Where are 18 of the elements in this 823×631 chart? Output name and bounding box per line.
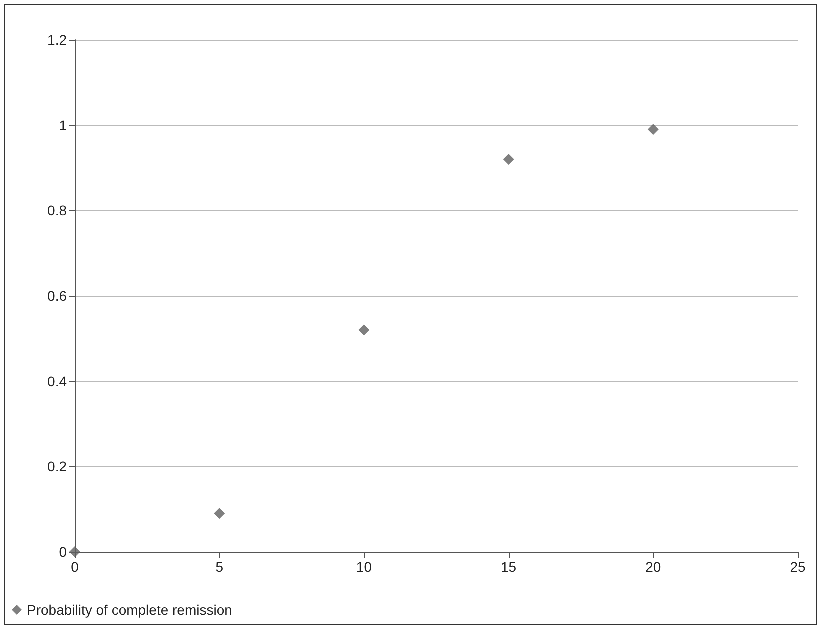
x-tick-label: 25: [790, 559, 806, 575]
y-tick-label: 1.2: [48, 32, 68, 48]
legend-label: Probability of complete remission: [27, 602, 232, 618]
x-tick-label: 10: [356, 559, 372, 575]
x-tick-label: 20: [646, 559, 662, 575]
x-tick-label: 5: [216, 559, 224, 575]
y-tick-label: 0.6: [48, 288, 68, 304]
y-tick-label: 0.4: [48, 373, 68, 390]
y-tick-label: 0.8: [48, 202, 68, 219]
y-tick-label: 0: [59, 544, 68, 560]
x-tick-label: 0: [71, 559, 80, 575]
point: [358, 324, 370, 336]
x-tick-label: 15: [501, 559, 517, 575]
point: [214, 508, 226, 520]
point: [648, 124, 659, 136]
y-tick-label: 1: [59, 117, 68, 134]
y-tick-label: 0.2: [48, 458, 68, 475]
point: [503, 154, 514, 165]
